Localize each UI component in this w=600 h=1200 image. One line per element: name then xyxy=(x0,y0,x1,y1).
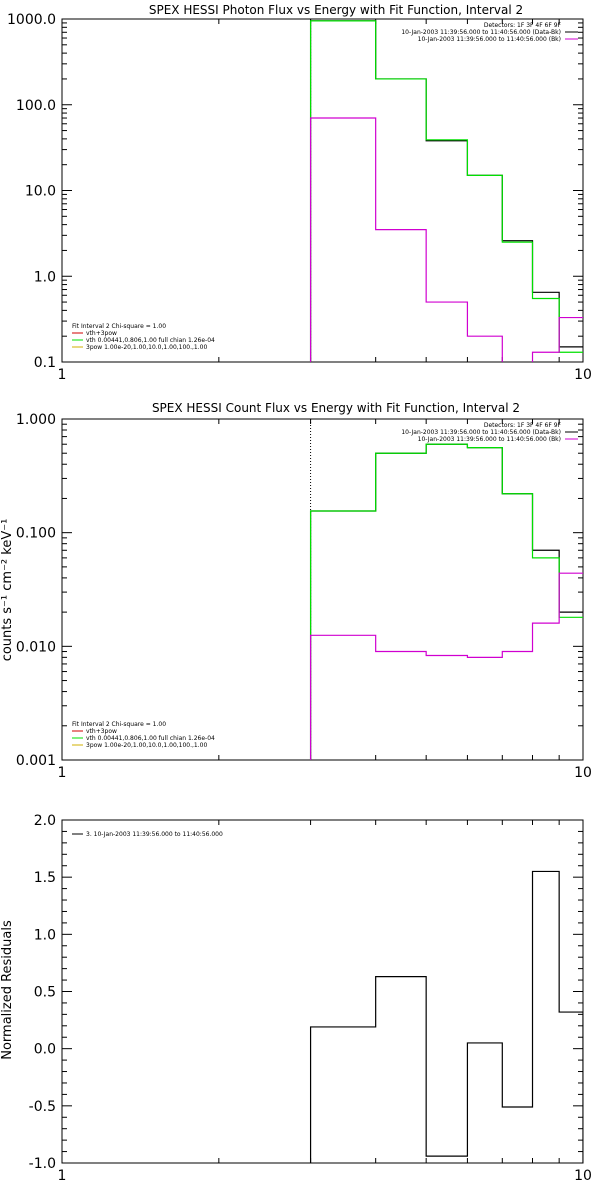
residual-ytick-label: 0.0 xyxy=(34,1042,56,1058)
count-legend-right-text: Detectors: 1F 3F 4F 6F 9F xyxy=(484,422,562,429)
residual-xtick-label: 10 xyxy=(574,1168,592,1184)
count-ytick-label: 1.000 xyxy=(16,412,56,428)
photon-legend-left-text: vth 0.00441,0.806,1.00 full chian 1.26e-… xyxy=(86,337,215,344)
count-ytick-label: 0.010 xyxy=(16,639,56,655)
photon-xtick-label: 1 xyxy=(58,367,67,383)
photon-legend-right-text: Detectors: 1F 3F 4F 6F 9F xyxy=(484,22,562,29)
residual-ytick-label: -1.0 xyxy=(29,1156,56,1172)
residual-xtick-label: 1 xyxy=(58,1168,67,1184)
photon-legend-right-text: 10-Jan-2003 11:39:56.000 to 11:40:56.000… xyxy=(418,36,561,43)
count-legend-left-text: vth+3pow xyxy=(86,728,117,735)
photon-legend-left-text: Fit Interval 2 Chi-square = 1.00 xyxy=(72,323,166,330)
count-flux-ylabel: counts s⁻¹ cm⁻² keV⁻¹ xyxy=(0,519,15,662)
photon-flux-title: SPEX HESSI Photon Flux vs Energy with Fi… xyxy=(149,3,523,17)
count-legend-left-text: 3pow 1.00e-20,1.00,10.0,1.00,100.,1.00 xyxy=(86,742,207,749)
residual-ytick-label: 0.5 xyxy=(34,985,56,1001)
photon-ytick-label: 100.0 xyxy=(16,98,56,114)
photon-ytick-label: 10.0 xyxy=(25,184,56,200)
count-legend-right-text: 10-Jan-2003 11:39:56.000 to 11:40:56.000… xyxy=(418,436,561,443)
residual-ytick-label: 1.0 xyxy=(34,927,56,943)
residual-legend-top-text: 3. 10-Jan-2003 11:39:56.000 to 11:40:56.… xyxy=(86,831,223,838)
count-ytick-label: 0.001 xyxy=(16,753,56,769)
photon-legend-right-text: 10-Jan-2003 11:39:56.000 to 11:40:56.000… xyxy=(401,29,561,36)
residual-ytick-label: 2.0 xyxy=(34,813,56,829)
count-legend-right-text: 10-Jan-2003 11:39:56.000 to 11:40:56.000… xyxy=(401,429,561,436)
photon-legend-left-text: 3pow 1.00e-20,1.00,10.0,1.00,100.,1.00 xyxy=(86,344,207,351)
count-xtick-label: 1 xyxy=(58,765,67,781)
photon-ytick-label: 0.1 xyxy=(34,355,56,371)
photon-ytick-label: 1000.0 xyxy=(7,12,56,28)
photon-legend-left-text: vth+3pow xyxy=(86,330,117,337)
residual-ytick-label: 1.5 xyxy=(34,870,56,886)
count-legend-left-text: Fit Interval 2 Chi-square = 1.00 xyxy=(72,721,166,728)
count-ytick-label: 0.100 xyxy=(16,526,56,542)
residual-ytick-label: -0.5 xyxy=(29,1099,56,1115)
count-legend-left-text: vth 0.00441,0.806,1.00 full chian 1.26e-… xyxy=(86,735,215,742)
photon-ytick-label: 1.0 xyxy=(34,269,56,285)
count-flux-title: SPEX HESSI Count Flux vs Energy with Fit… xyxy=(152,401,520,415)
residuals-ylabel: Normalized Residuals xyxy=(0,920,15,1060)
count-xtick-label: 10 xyxy=(574,765,592,781)
photon-xtick-label: 10 xyxy=(574,367,592,383)
